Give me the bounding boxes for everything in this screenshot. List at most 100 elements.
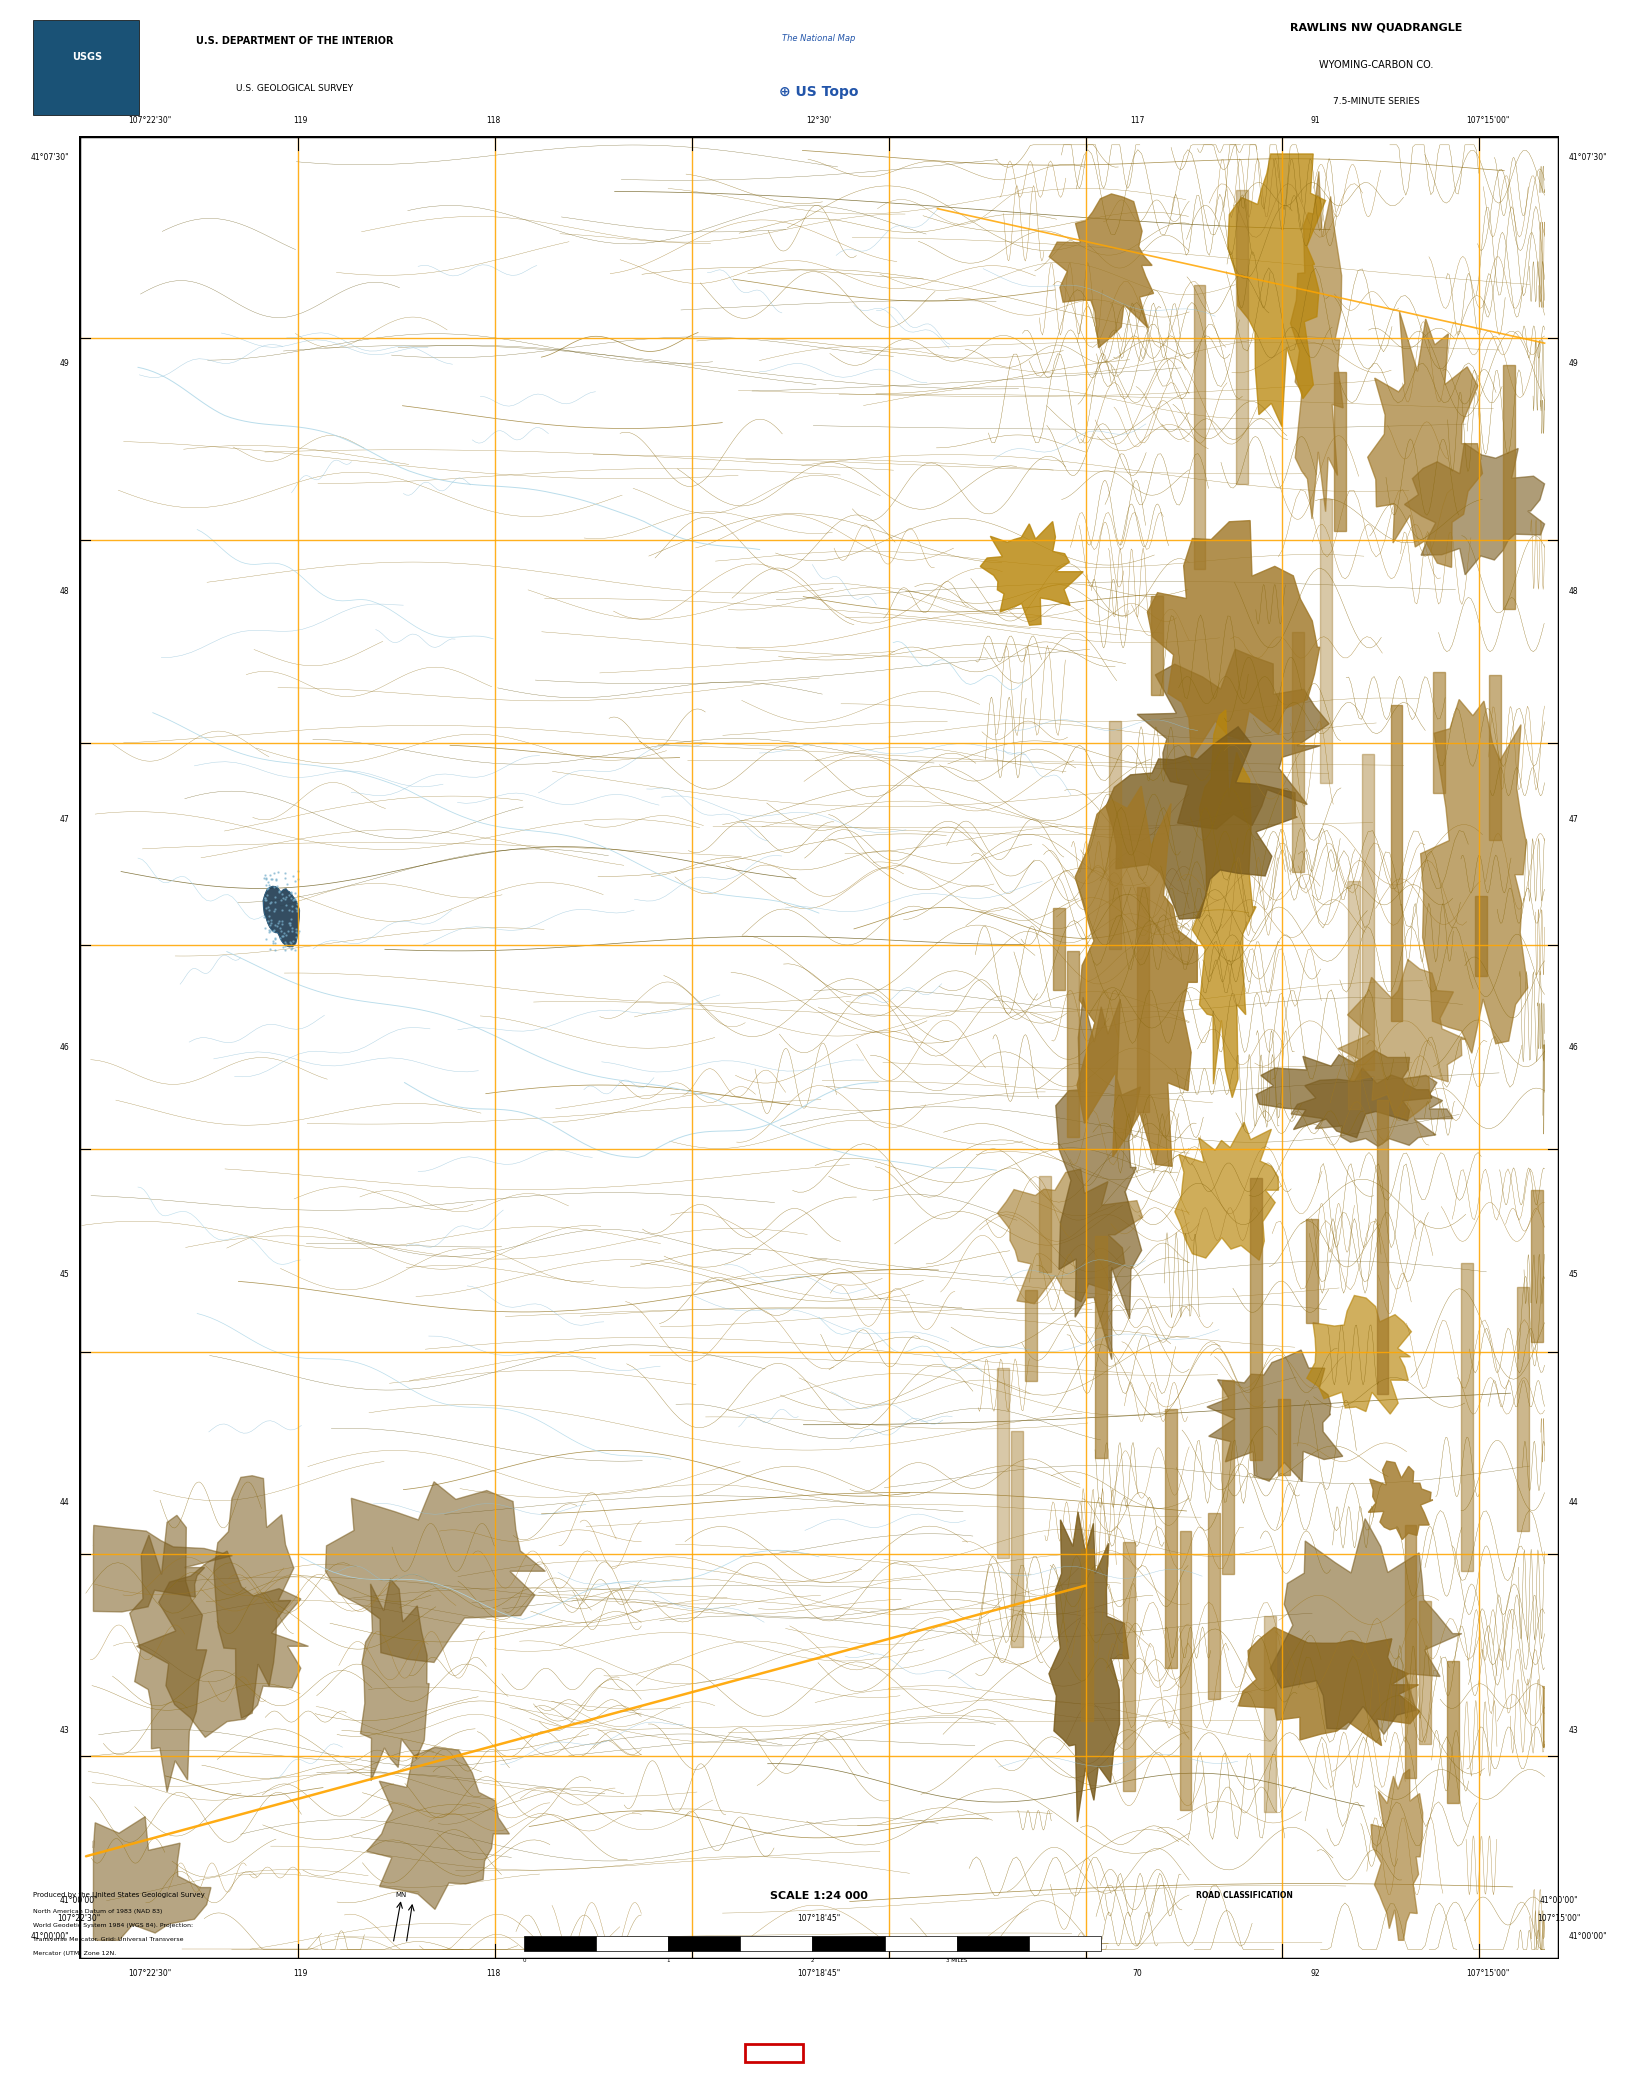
Polygon shape — [136, 1551, 308, 1737]
Point — [259, 862, 285, 896]
Polygon shape — [1053, 908, 1065, 990]
Point — [267, 921, 293, 954]
Polygon shape — [1038, 1176, 1050, 1272]
Point — [252, 881, 278, 915]
Point — [278, 910, 305, 944]
Point — [285, 915, 311, 948]
Point — [285, 879, 311, 912]
Text: U.S. DEPARTMENT OF THE INTERIOR: U.S. DEPARTMENT OF THE INTERIOR — [197, 35, 393, 46]
Point — [283, 892, 310, 925]
Point — [254, 873, 280, 906]
Bar — [745, 2044, 803, 2063]
Text: 49: 49 — [1568, 359, 1577, 367]
Point — [251, 862, 277, 896]
Bar — [740, 1936, 812, 1952]
Text: Transverse Mercator. Grid: Universal Transverse: Transverse Mercator. Grid: Universal Tra… — [33, 1938, 183, 1942]
Polygon shape — [1207, 1351, 1343, 1482]
Point — [269, 919, 295, 952]
Polygon shape — [1152, 595, 1163, 695]
Polygon shape — [996, 1368, 1009, 1558]
Point — [274, 887, 300, 921]
Point — [269, 894, 295, 927]
Text: The National Map: The National Map — [783, 33, 855, 42]
Bar — [596, 1936, 668, 1952]
Text: 118: 118 — [486, 1969, 500, 1979]
Polygon shape — [1363, 754, 1374, 1071]
Polygon shape — [93, 1817, 211, 1940]
Polygon shape — [1291, 1067, 1453, 1146]
Point — [259, 915, 285, 948]
Polygon shape — [1461, 1263, 1473, 1572]
Point — [272, 860, 298, 894]
Point — [262, 933, 288, 967]
Polygon shape — [1081, 1549, 1093, 1721]
Point — [260, 871, 287, 904]
Point — [265, 856, 292, 889]
Point — [280, 915, 306, 948]
Text: 44: 44 — [1568, 1499, 1577, 1508]
Polygon shape — [1532, 1190, 1543, 1343]
Polygon shape — [1109, 720, 1120, 950]
Point — [260, 912, 287, 946]
Text: 43: 43 — [61, 1727, 70, 1735]
Bar — [668, 1936, 740, 1952]
Bar — [957, 1936, 1029, 1952]
Polygon shape — [1391, 706, 1402, 1021]
Point — [283, 912, 310, 946]
Point — [254, 867, 280, 900]
Text: 41°00'00": 41°00'00" — [1540, 1896, 1579, 1904]
Text: 107°15'00": 107°15'00" — [1538, 1915, 1581, 1923]
Polygon shape — [1320, 499, 1332, 783]
Point — [260, 894, 287, 927]
Point — [277, 902, 303, 935]
Polygon shape — [1446, 1662, 1459, 1804]
Text: SCALE 1:24 000: SCALE 1:24 000 — [770, 1890, 868, 1900]
Point — [278, 927, 305, 960]
Text: 107°15'00": 107°15'00" — [1466, 115, 1510, 125]
Point — [282, 933, 308, 967]
Polygon shape — [1050, 194, 1153, 349]
Point — [282, 875, 308, 908]
Point — [260, 927, 287, 960]
Polygon shape — [1011, 1430, 1022, 1647]
Polygon shape — [1335, 372, 1346, 530]
Polygon shape — [1179, 1531, 1191, 1810]
Polygon shape — [1271, 1518, 1461, 1735]
Polygon shape — [93, 1526, 233, 1612]
Text: science for a
changing world: science for a changing world — [67, 92, 106, 102]
Point — [257, 915, 283, 948]
Point — [277, 906, 303, 940]
Text: 46: 46 — [1568, 1042, 1577, 1052]
Point — [257, 887, 283, 921]
Point — [280, 883, 306, 917]
Point — [272, 881, 298, 915]
Text: 45: 45 — [61, 1270, 70, 1280]
Polygon shape — [1292, 633, 1304, 873]
Bar — [524, 1936, 596, 1952]
Point — [274, 927, 300, 960]
Text: 107°18'45": 107°18'45" — [798, 1915, 840, 1923]
Point — [264, 869, 290, 902]
Text: 41°07'30": 41°07'30" — [31, 152, 70, 163]
Point — [252, 858, 278, 892]
Polygon shape — [998, 1169, 1143, 1303]
Point — [262, 885, 288, 919]
Point — [278, 889, 305, 923]
Point — [257, 862, 283, 896]
Bar — [1029, 1936, 1101, 1952]
Point — [262, 908, 288, 942]
Point — [257, 902, 283, 935]
Point — [256, 871, 282, 904]
Point — [254, 892, 280, 925]
Text: 119: 119 — [293, 115, 308, 125]
Text: 70: 70 — [1132, 1969, 1142, 1979]
Polygon shape — [1504, 365, 1515, 610]
Point — [274, 867, 300, 900]
Point — [278, 931, 305, 965]
Polygon shape — [1025, 1290, 1037, 1380]
Polygon shape — [1376, 1100, 1389, 1395]
Polygon shape — [1371, 1769, 1423, 1940]
Text: 46: 46 — [61, 1042, 70, 1052]
Text: ROAD CLASSIFICATION: ROAD CLASSIFICATION — [1196, 1890, 1294, 1900]
Point — [278, 881, 305, 915]
